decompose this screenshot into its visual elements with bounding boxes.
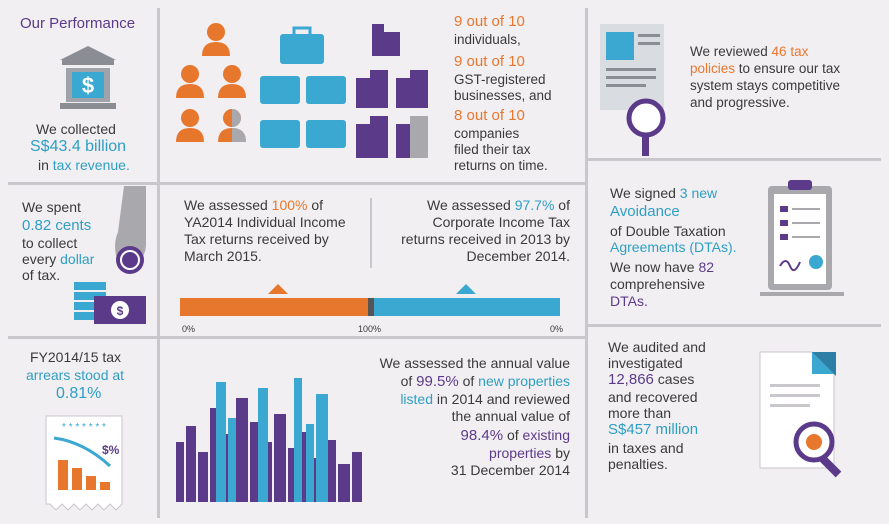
policies-line2: policies to ensure our tax: [690, 61, 841, 76]
assess-individual-line4: March 2015.: [184, 248, 262, 264]
assess-individual-line1: We assessed 100% of: [184, 197, 324, 213]
svg-text:$: $: [117, 304, 124, 318]
assess-corporate-line4: December 2014.: [466, 248, 570, 264]
document-magnifier-icon: [600, 24, 666, 156]
assess-corporate-line2: Corporate Income Tax: [432, 214, 570, 230]
progress-label-left: 0%: [182, 324, 196, 334]
divider: [585, 8, 588, 518]
assess-individual-line2: YA2014 Individual Income: [184, 214, 346, 230]
progress-label-right: 0%: [550, 324, 564, 334]
filing-gst-label2: businesses, and: [454, 88, 552, 103]
cost-line1: We spent: [22, 199, 81, 215]
revenue-line1: We collected: [36, 121, 116, 137]
arrears-line2: arrears stood at: [26, 367, 125, 383]
pointer-marker: [456, 284, 476, 294]
filing-gst-label: GST-registered: [454, 72, 546, 87]
cost-amount: 0.82 cents: [22, 217, 92, 234]
divider: [157, 8, 160, 518]
pointer-marker: [268, 284, 288, 294]
clipboard-pen-icon: [760, 180, 844, 296]
divider: [585, 158, 881, 161]
progress-midpoint: [368, 298, 374, 316]
svg-text:$: $: [82, 73, 94, 98]
property-line3: listed in 2014 and reviewed: [400, 391, 570, 407]
audit-amount: S$457 million: [608, 421, 699, 438]
dta-line6: comprehensive: [610, 276, 705, 292]
dta-line2: Avoidance: [610, 203, 680, 220]
audit-line2: investigated: [608, 355, 683, 371]
assess-individual-line3: Tax returns received by: [184, 231, 329, 247]
individual-progress-bar: [180, 298, 370, 316]
filing-individuals-label: individuals,: [454, 32, 521, 47]
dta-line1: We signed 3 new: [610, 185, 718, 201]
city-skyline-icon: [176, 378, 362, 502]
cost-line4: every dollar: [22, 251, 95, 267]
audit-line5: more than: [608, 405, 672, 421]
document-search-icon: [759, 351, 842, 478]
revenue-amount: S$43.4 billion: [30, 138, 127, 155]
assess-divider: [370, 198, 372, 268]
property-line2: of 99.5% of new properties: [400, 373, 570, 390]
dta-line5: We now have 82: [610, 259, 715, 275]
arrears-line1: FY2014/15 tax: [30, 349, 122, 365]
cost-line3: to collect: [22, 235, 78, 251]
dta-line7: DTAs.: [610, 293, 648, 309]
arrears-value: 0.81%: [56, 385, 102, 402]
divider: [8, 182, 158, 185]
filing-companies-label2: filed their tax: [454, 142, 531, 157]
filing-individuals-stat: 9 out of 10: [454, 13, 525, 30]
dta-line3: of Double Taxation: [610, 223, 726, 239]
divider: [585, 324, 881, 327]
assess-corporate-line3: returns received in 2013 by: [401, 231, 570, 247]
svg-text:* * * * * * *: * * * * * * *: [62, 422, 106, 433]
corporate-progress-bar: [370, 298, 560, 316]
audit-line7: in taxes and: [608, 440, 684, 456]
people-icons: [176, 23, 246, 142]
filing-companies-stat: 8 out of 10: [454, 107, 525, 124]
receipt-trend-icon: * * * * * * * $%: [45, 415, 123, 511]
divider: [8, 336, 158, 339]
filing-companies-label: companies: [454, 126, 520, 141]
property-line6: properties by: [489, 445, 570, 461]
audit-line4: and recovered: [608, 389, 698, 405]
dta-line4: Agreements (DTAs).: [610, 239, 737, 255]
briefcase-icons: [260, 26, 346, 148]
svg-text:$%: $%: [102, 443, 120, 457]
property-line4: the annual value of: [451, 408, 570, 424]
policies-line1: We reviewed 46 tax: [690, 44, 809, 59]
audit-line1: We audited and: [608, 339, 706, 355]
building-icons: [356, 24, 428, 158]
page-title: Our Performance: [20, 15, 136, 32]
filing-companies-label3: returns on time.: [454, 158, 548, 173]
assess-corporate-line1: We assessed 97.7% of: [427, 197, 570, 213]
property-line5: 98.4% of existing: [460, 427, 570, 444]
audit-line8: penalties.: [608, 456, 668, 472]
divider: [157, 182, 587, 185]
progress-label-mid: 100%: [358, 324, 382, 334]
bank-icon: $: [60, 46, 116, 109]
hand-coin-icon: $: [74, 186, 146, 324]
divider: [157, 336, 587, 339]
revenue-line3: in tax revenue.: [38, 157, 130, 173]
policies-line3: system stays competitive: [690, 78, 841, 93]
cost-line5: of tax.: [22, 267, 61, 283]
filing-gst-stat: 9 out of 10: [454, 53, 525, 70]
property-line1: We assessed the annual value: [379, 355, 570, 371]
property-line7: 31 December 2014: [450, 462, 570, 478]
audit-line3: 12,866 cases: [608, 371, 695, 388]
policies-line4: and progressive.: [690, 95, 790, 110]
